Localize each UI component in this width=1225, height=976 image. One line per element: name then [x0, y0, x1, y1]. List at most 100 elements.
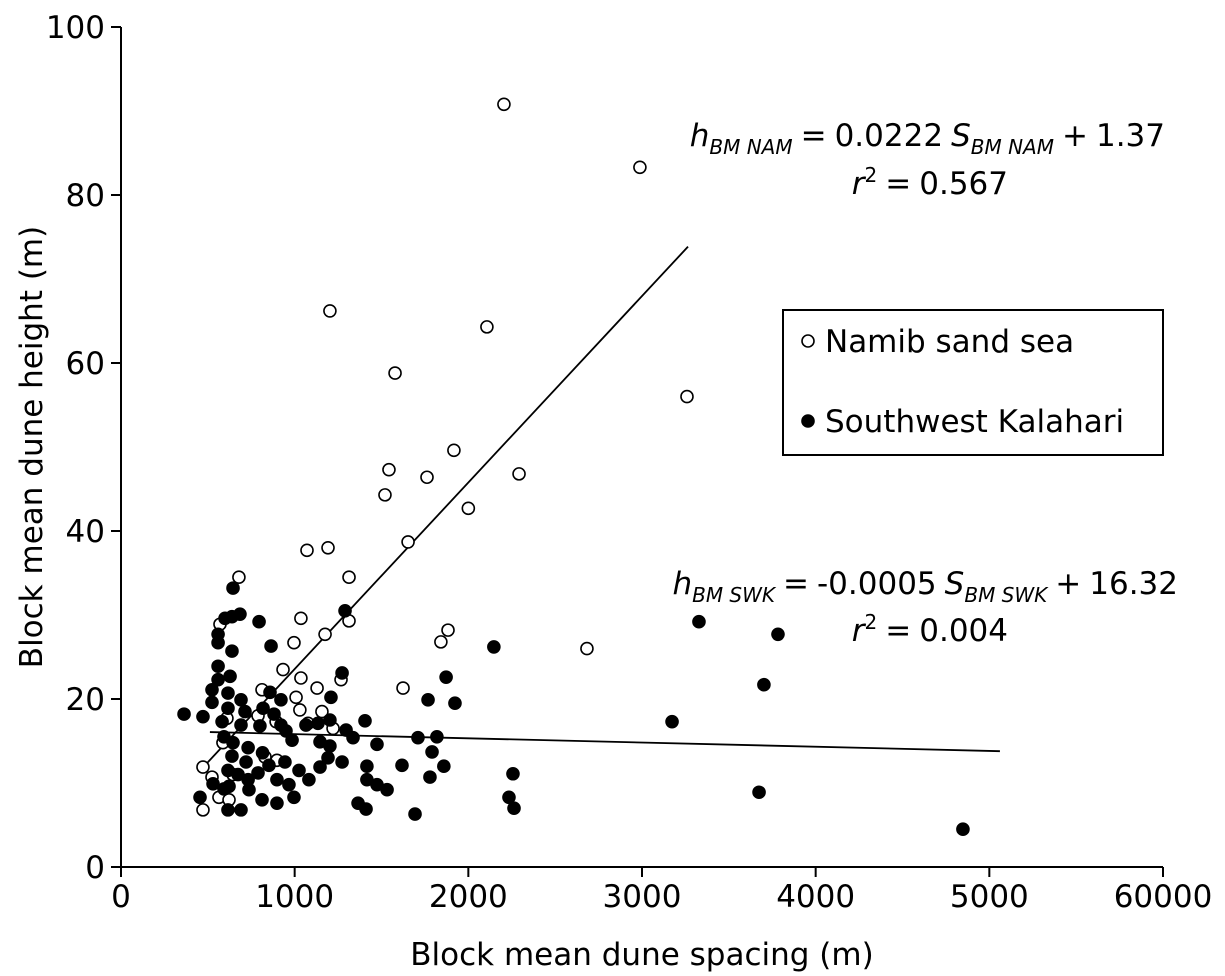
point — [276, 662, 290, 677]
x-tick-label: 4000 — [776, 879, 855, 915]
point — [196, 803, 210, 817]
point — [226, 735, 240, 750]
x-tick-label: 0 — [111, 879, 131, 915]
point — [311, 716, 325, 731]
point — [956, 822, 970, 837]
equation-part: BM SWK — [964, 583, 1049, 607]
point — [665, 714, 679, 729]
equation-part: BM SWK — [692, 583, 777, 607]
point — [241, 740, 255, 755]
legend-marker — [801, 414, 815, 428]
point — [251, 766, 265, 780]
point — [225, 749, 239, 763]
point — [323, 713, 337, 727]
point — [221, 686, 235, 700]
point — [335, 755, 349, 769]
point — [411, 730, 425, 745]
point — [282, 777, 296, 792]
r2-part: r — [852, 166, 867, 202]
point — [420, 470, 434, 485]
point — [226, 581, 240, 595]
x-tick-label: 3000 — [603, 879, 682, 915]
point — [447, 443, 461, 458]
point — [692, 614, 706, 629]
point — [423, 770, 437, 784]
point — [388, 366, 402, 380]
point — [255, 792, 269, 807]
point — [310, 681, 324, 695]
y-tick-label: 40 — [66, 514, 105, 550]
point — [321, 750, 335, 765]
point — [205, 695, 219, 710]
x-axis-label: Block mean dune spacing (m) — [410, 937, 873, 973]
equation-part: = — [801, 118, 827, 154]
equation-part: + — [1055, 566, 1081, 602]
point — [223, 669, 237, 684]
point — [211, 635, 225, 650]
point — [274, 718, 288, 732]
x-tick-label: 5000 — [950, 879, 1029, 915]
r2-part: = — [885, 166, 911, 202]
legend-marker — [801, 334, 815, 348]
point — [401, 535, 415, 549]
point — [293, 703, 307, 717]
point — [425, 745, 439, 759]
point — [430, 729, 444, 744]
point — [217, 782, 231, 796]
point — [232, 570, 246, 585]
fit-line — [204, 246, 689, 766]
point — [287, 790, 301, 805]
equation-part: + — [1062, 118, 1088, 154]
point — [292, 763, 306, 778]
fit-equation: hBM NAM = 0.0222 SBM NAM +1.37 — [690, 118, 1165, 159]
point — [512, 467, 526, 481]
r2-part: 0.567 — [919, 166, 1008, 202]
point — [380, 782, 394, 797]
point — [239, 755, 253, 769]
point — [205, 682, 219, 697]
point — [234, 693, 248, 707]
point — [206, 777, 220, 791]
fit-r2: r2 = 0.004 — [852, 610, 1008, 649]
point — [270, 772, 284, 787]
point — [580, 641, 594, 656]
point — [255, 745, 270, 760]
point — [238, 704, 252, 719]
point — [211, 659, 225, 674]
y-tick-label: 100 — [46, 10, 105, 46]
r2-part: = — [885, 613, 911, 649]
equation-part: S — [945, 566, 965, 602]
equation-part: h — [690, 118, 710, 154]
point — [382, 462, 396, 477]
point — [680, 389, 694, 404]
point — [193, 790, 207, 805]
point — [321, 540, 335, 555]
point — [396, 681, 410, 695]
point — [318, 627, 332, 642]
point — [253, 719, 267, 733]
point — [256, 701, 270, 716]
point — [211, 672, 225, 687]
equation-part: 16.32 — [1089, 566, 1178, 602]
point — [302, 772, 316, 787]
point — [323, 739, 337, 753]
point — [270, 796, 284, 810]
point — [633, 160, 647, 175]
point — [196, 760, 210, 774]
point — [225, 644, 239, 658]
point — [335, 666, 349, 680]
point — [234, 718, 248, 732]
equation-part: 1.37 — [1096, 118, 1165, 154]
point — [487, 640, 501, 654]
fit-line — [209, 731, 1000, 753]
r2-part: 2 — [865, 610, 878, 634]
point — [358, 714, 372, 728]
point — [294, 671, 308, 685]
point — [177, 707, 191, 721]
legend-label: Namib sand sea — [825, 324, 1074, 360]
y-tick-label: 20 — [66, 682, 105, 718]
point — [338, 603, 352, 618]
point — [262, 758, 276, 773]
